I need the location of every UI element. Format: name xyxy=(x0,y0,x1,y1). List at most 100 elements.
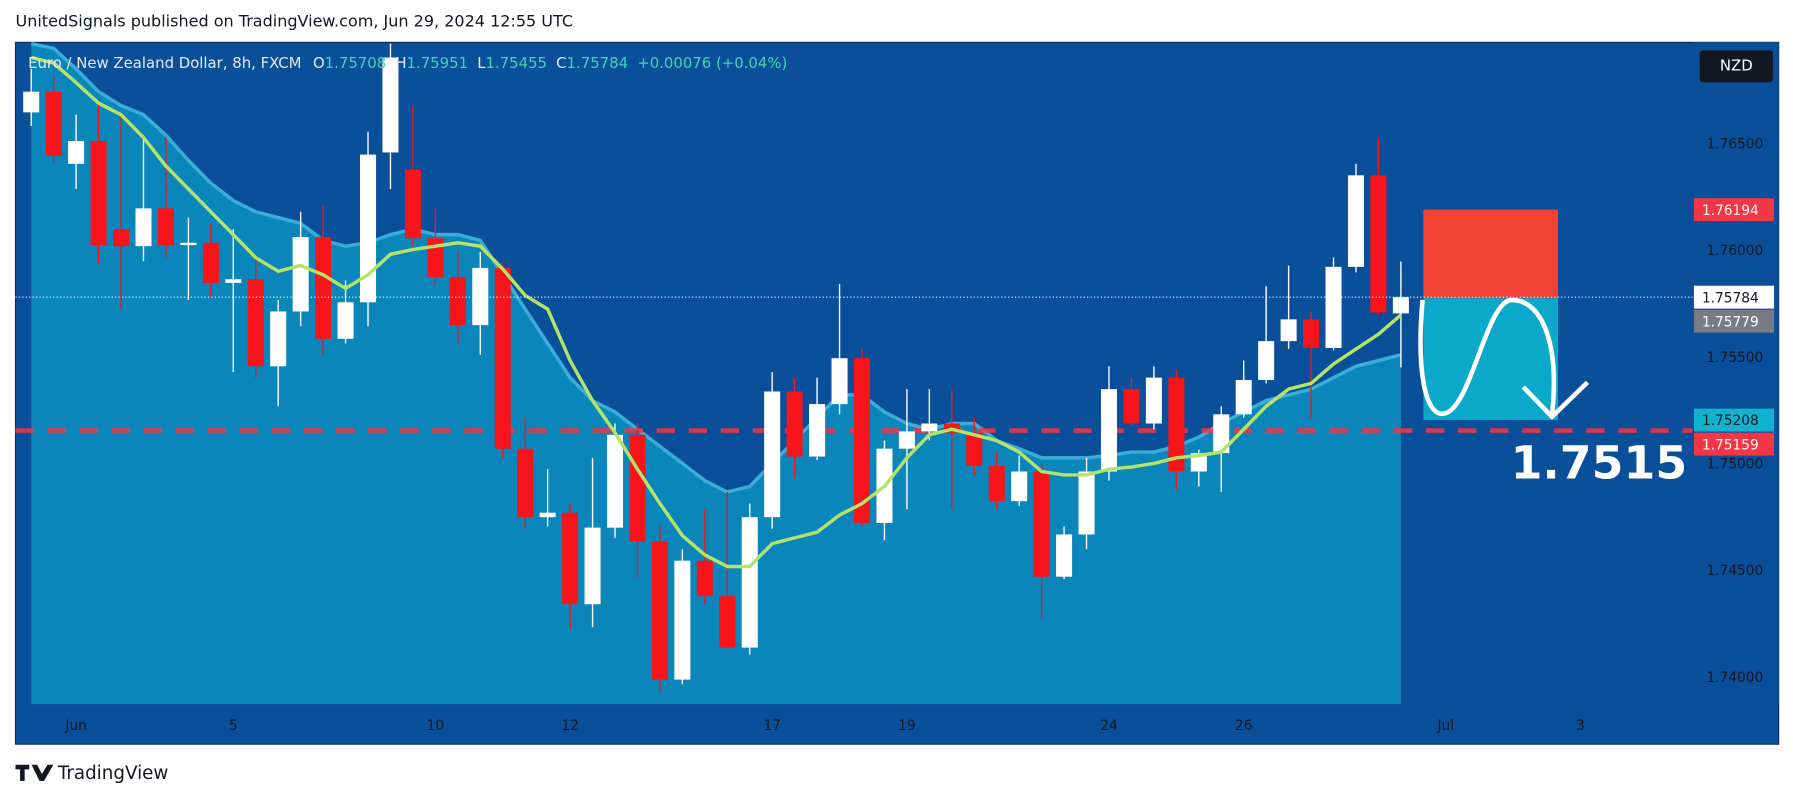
x-tick-label: 10 xyxy=(427,718,444,734)
candle-body xyxy=(764,391,781,518)
ohlc-value: 1.75784 xyxy=(567,54,629,72)
candle-body xyxy=(629,434,646,542)
candle-body xyxy=(113,229,130,247)
price-label: 1.75208 xyxy=(1702,413,1759,429)
candle-body xyxy=(1258,341,1275,380)
candle-body xyxy=(1078,471,1095,535)
y-tick-label: 1.76000 xyxy=(1707,243,1764,259)
candle-body xyxy=(225,279,242,283)
plot: 1.74000 1.74500 1.75000 1.75500 1.76000 1.765… xyxy=(15,41,1779,734)
x-tick-label: 19 xyxy=(898,718,915,734)
x-tick-label: 12 xyxy=(561,718,578,734)
candle-body xyxy=(337,302,354,339)
candle-body xyxy=(157,208,174,246)
candle-body xyxy=(921,423,938,432)
candle-body xyxy=(831,358,848,405)
candle-body xyxy=(853,358,871,523)
candle-body xyxy=(45,91,62,156)
x-tick-label: Jul xyxy=(1437,718,1455,734)
candle-body xyxy=(1370,175,1387,313)
price-label: 1.75784 xyxy=(1702,290,1759,306)
candle-body xyxy=(898,431,915,449)
price-axis xyxy=(1692,42,1779,705)
x-tick-label: 24 xyxy=(1100,718,1117,734)
candle-body xyxy=(539,512,556,518)
candle-body xyxy=(562,512,579,605)
candle-body xyxy=(786,391,803,457)
candle-body xyxy=(651,541,668,680)
candle-body xyxy=(1280,319,1297,342)
candle-body xyxy=(1033,471,1050,577)
ohlc-label: C xyxy=(556,54,566,72)
candle-body xyxy=(1123,389,1140,424)
y-tick-label: 1.76500 xyxy=(1707,136,1764,152)
candle-body xyxy=(360,154,377,303)
candle-body xyxy=(247,279,264,367)
candle-body xyxy=(382,57,399,153)
x-tick-label: 3 xyxy=(1576,718,1585,734)
candle-body xyxy=(988,465,1005,502)
x-tick-label: 26 xyxy=(1235,718,1252,734)
currency: NZD xyxy=(1720,56,1753,74)
candle-body xyxy=(1011,471,1028,502)
candle-body xyxy=(1168,377,1185,472)
change: +0.00076 (+0.04%) xyxy=(637,54,787,72)
legend: Euro / New Zealand Dollar, 8h, FXCM O1.75… xyxy=(28,54,787,72)
candle-body xyxy=(1056,534,1073,577)
logo-icon xyxy=(15,764,54,781)
price-label: 1.75159 xyxy=(1702,437,1759,453)
candle-body xyxy=(517,448,534,518)
candle-body xyxy=(606,434,624,528)
ohlc-label: H xyxy=(395,54,406,72)
ohlc-value: 1.75708 xyxy=(325,54,387,72)
candle-body xyxy=(1325,266,1342,348)
candle-body xyxy=(1347,175,1364,267)
x-tick-label: Jun xyxy=(64,718,86,734)
candle-body xyxy=(135,208,152,247)
candle-body xyxy=(90,140,107,246)
y-tick-label: 1.75000 xyxy=(1707,456,1764,472)
ohlc-label: O xyxy=(313,54,325,72)
price-label: 1.75779 xyxy=(1702,314,1759,330)
candle-body xyxy=(23,91,40,113)
arrow xyxy=(1418,297,1557,417)
footer: TradingView xyxy=(57,763,169,784)
candle-body xyxy=(1235,379,1252,415)
candle-body xyxy=(449,277,466,326)
ohlc-label: L xyxy=(477,54,486,72)
x-tick-label: 5 xyxy=(229,718,238,734)
price-label-bg xyxy=(1693,408,1775,432)
price-label-bg xyxy=(1693,432,1775,456)
candle-body xyxy=(696,560,713,597)
candle-body xyxy=(1100,389,1118,472)
candle-body xyxy=(741,517,758,648)
header: UnitedSignals published on TradingView.c… xyxy=(15,11,573,30)
price-label-bg xyxy=(1693,309,1775,333)
candle-body xyxy=(270,311,287,367)
candle-body xyxy=(966,432,983,466)
x-tick-label: 17 xyxy=(763,718,780,734)
candle-body xyxy=(68,140,85,164)
price-label-bg xyxy=(1693,285,1775,309)
symbol: Euro / New Zealand Dollar, 8h, FXCM xyxy=(28,54,301,72)
candle-body xyxy=(472,267,489,326)
y-tick-label: 1.75500 xyxy=(1707,350,1764,366)
candle-body xyxy=(1145,377,1162,424)
candle-body xyxy=(809,404,826,457)
candle-body xyxy=(1303,319,1320,348)
candle-body xyxy=(202,242,219,283)
candle-body xyxy=(292,236,309,312)
candle-body xyxy=(180,242,197,246)
candle-body xyxy=(1190,453,1207,472)
price-label: 1.76194 xyxy=(1702,203,1759,219)
candle-body xyxy=(494,267,511,449)
candle-body xyxy=(674,560,691,680)
y-tick-label: 1.74000 xyxy=(1707,670,1764,686)
arrow-head xyxy=(1521,380,1590,420)
ohlc-value: 1.75951 xyxy=(407,54,469,72)
currency-badge xyxy=(1699,50,1773,83)
candle-body xyxy=(315,236,332,339)
candle-body xyxy=(719,596,736,648)
